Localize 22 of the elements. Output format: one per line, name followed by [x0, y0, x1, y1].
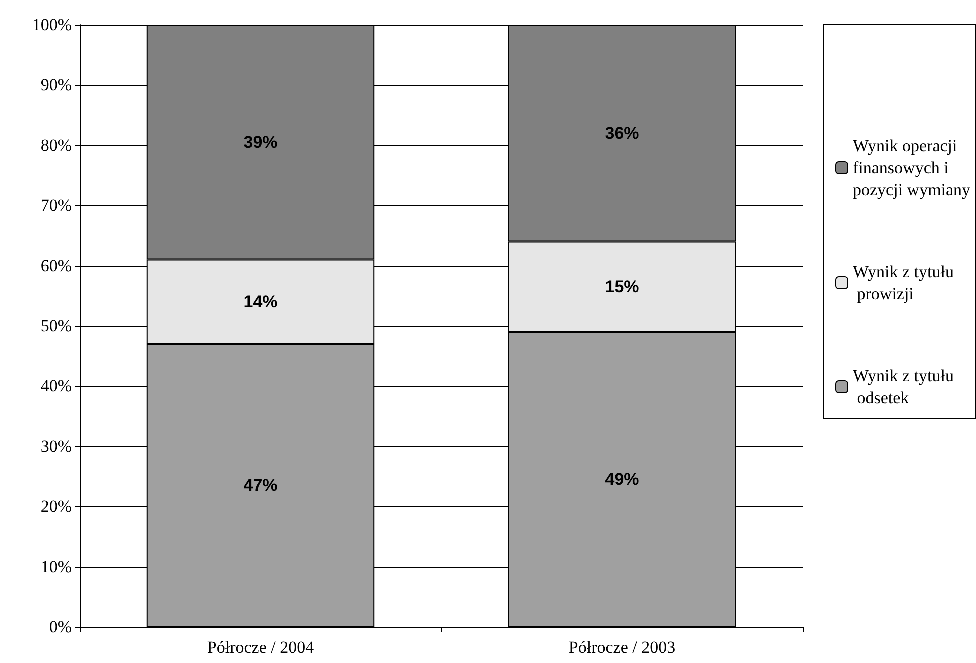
data-label: 15% [605, 277, 640, 296]
y-tick-label: 80% [40, 136, 72, 155]
y-tick-label: 90% [40, 76, 72, 95]
y-tick-label: 100% [32, 16, 72, 34]
y-tick-label: 60% [40, 256, 72, 276]
y-tick-label: 40% [40, 376, 72, 396]
data-label: 47% [244, 476, 278, 496]
legend-label: Wynik z tytułu prowizji [853, 262, 954, 304]
legend-label: Wynik z tytułu odsetek [853, 366, 954, 408]
y-tick-label: 30% [40, 436, 72, 456]
y-tick-label: 20% [40, 497, 72, 516]
y-tick-label: 10% [40, 557, 72, 576]
data-label: 14% [244, 292, 278, 312]
y-tick-label: 50% [40, 316, 72, 336]
data-label: 49% [605, 470, 640, 490]
legend-label: Wynik operacji finansowych i pozycji wymiany [853, 136, 972, 200]
y-tick-label: 70% [40, 196, 72, 216]
data-label: 39% [244, 132, 278, 152]
x-tick-label: Półrocze / 2003 [568, 638, 676, 657]
data-label: 36% [605, 124, 640, 143]
x-tick-label: Półrocze / 2004 [207, 638, 315, 657]
y-tick-label: 0% [49, 618, 72, 636]
